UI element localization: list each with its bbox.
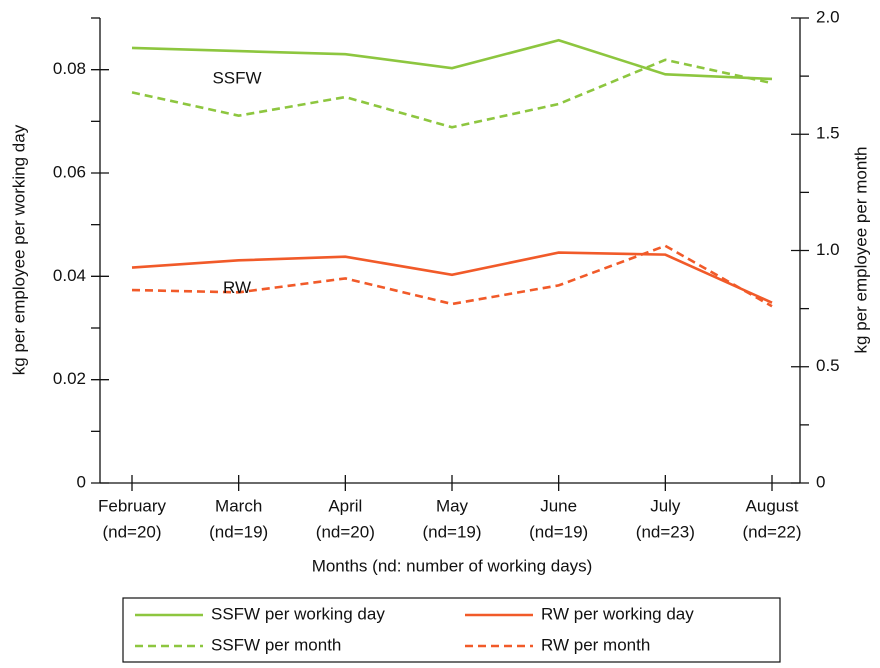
x-tick-label: (nd=19) [422, 522, 481, 541]
annotation: SSFW [212, 69, 261, 88]
x-tick-label: (nd=20) [316, 522, 375, 541]
x-tick-label: August [746, 496, 799, 515]
y2-axis-label: kg per employee per month [851, 147, 870, 354]
y2-tick-label: 0.5 [816, 356, 840, 375]
x-axis-label: Months (nd: number of working days) [312, 556, 593, 575]
legend-label: SSFW per working day [211, 604, 385, 623]
legend-label: SSFW per month [211, 635, 341, 654]
x-tick-label: April [328, 496, 362, 515]
x-tick-label: (nd=23) [636, 522, 695, 541]
x-tick-label: (nd=20) [102, 522, 161, 541]
legend-label: RW per working day [541, 604, 694, 623]
y2-tick-label: 1.5 [816, 124, 840, 143]
x-tick-label: June [540, 496, 577, 515]
series-line [131, 38, 773, 81]
x-tick-label: February [98, 496, 167, 515]
y2-tick-label: 2.0 [816, 7, 840, 26]
y-tick-label: 0.08 [53, 59, 86, 78]
x-tick-label: (nd=19) [209, 522, 268, 541]
y2-tick-label: 0 [816, 472, 825, 491]
series-line [131, 244, 773, 308]
y-tick-label: 0.06 [53, 162, 86, 181]
x-tick-label: May [436, 496, 469, 515]
x-tick-label: (nd=19) [529, 522, 588, 541]
legend-box [122, 597, 781, 663]
annotation: RW [223, 278, 251, 297]
x-tick-label: (nd=22) [742, 522, 801, 541]
legend-label: RW per month [541, 635, 650, 654]
y-axis-label: kg per employee per working day [9, 124, 28, 375]
y2-tick-label: 1.0 [816, 240, 840, 259]
y-tick-label: 0 [77, 472, 86, 491]
y-tick-label: 0.02 [53, 369, 86, 388]
series-line [131, 251, 773, 304]
x-tick-label: March [215, 496, 262, 515]
x-tick-label: July [650, 496, 681, 515]
y-tick-label: 0.04 [53, 266, 86, 285]
series-line [131, 58, 773, 129]
